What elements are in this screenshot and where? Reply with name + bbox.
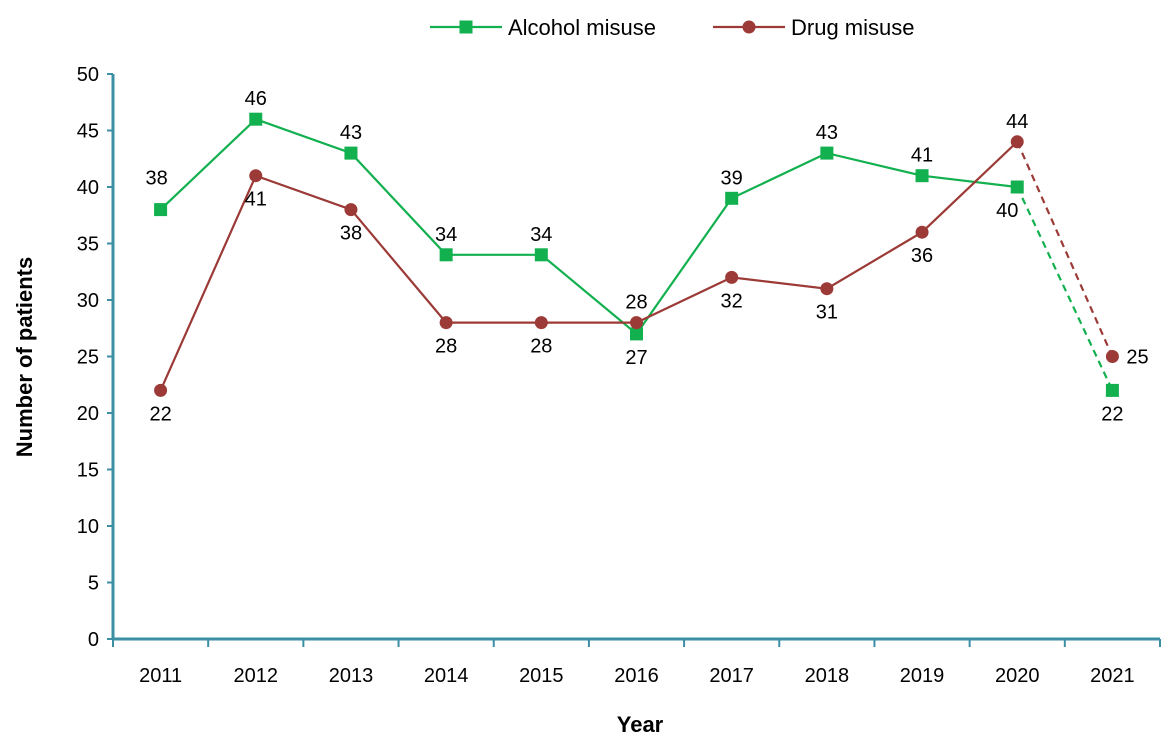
x-tick-label: 2017 <box>709 665 754 687</box>
x-tick-label: 2014 <box>424 665 469 687</box>
legend-label: Alcohol misuse <box>508 15 656 40</box>
legend-marker <box>742 20 756 34</box>
data-point <box>439 316 453 330</box>
data-point <box>249 169 263 183</box>
data-label: 40 <box>996 200 1018 222</box>
data-point <box>249 112 263 126</box>
data-label: 43 <box>816 122 838 144</box>
data-labels: 38 46 43 34 34 27 39 43 41 40 22 22 41 38 28 28 28 32 31 36… <box>145 88 1148 425</box>
data-point <box>1010 180 1024 194</box>
data-label: 46 <box>245 88 267 110</box>
x-tick-label: 2011 <box>139 665 182 687</box>
y-tick-label: 5 <box>88 573 99 595</box>
data-label: 31 <box>816 302 838 324</box>
series-layer <box>154 112 1119 397</box>
x-tick-label: 2021 <box>1090 665 1135 687</box>
x-tick-label: 2018 <box>805 665 850 687</box>
data-point <box>915 225 929 239</box>
data-point <box>154 203 168 217</box>
data-point <box>154 383 168 397</box>
series-line-projected <box>1016 186 1114 391</box>
legend-item: Drug misuse <box>713 15 914 40</box>
data-label: 41 <box>911 145 933 167</box>
data-label: 22 <box>1101 403 1123 425</box>
data-label: 36 <box>911 245 933 267</box>
data-point <box>439 248 453 262</box>
data-label: 34 <box>530 224 552 246</box>
axes: 0 5 10 15 20 25 30 35 40 45 50 2011 2012 2013 2014 2015… <box>77 64 1161 687</box>
legend-label: Drug misuse <box>791 15 914 40</box>
data-label: 39 <box>721 167 743 189</box>
y-tick-label: 45 <box>77 121 99 143</box>
data-point <box>534 316 548 330</box>
x-tick-label: 2013 <box>329 665 374 687</box>
data-point <box>534 248 548 262</box>
legend-item: Alcohol misuse <box>430 15 656 40</box>
x-tick-label: 2015 <box>519 665 564 687</box>
legend-marker <box>459 20 473 34</box>
data-label: 34 <box>435 224 457 246</box>
y-tick-label: 0 <box>88 629 99 651</box>
data-point <box>630 327 643 341</box>
legend: Alcohol misuse Drug misuse <box>430 15 914 40</box>
y-tick-label: 50 <box>77 64 99 86</box>
data-label: 38 <box>145 168 167 190</box>
x-tick-label: 2016 <box>614 665 659 687</box>
y-axis-title: Number of patients <box>12 257 37 457</box>
y-tick-label: 20 <box>77 403 99 425</box>
data-label: 44 <box>1006 111 1028 133</box>
series-line <box>159 117 1018 336</box>
data-point <box>820 146 834 160</box>
x-tick-label: 2020 <box>995 665 1040 687</box>
data-label: 22 <box>149 403 171 425</box>
data-point <box>725 270 739 284</box>
data-point <box>344 203 358 217</box>
data-label: 41 <box>245 189 267 211</box>
data-point <box>630 316 643 330</box>
x-tick-label: 2012 <box>234 665 279 687</box>
y-tick-label: 35 <box>77 234 99 256</box>
data-point <box>725 191 739 205</box>
x-tick-label: 2019 <box>900 665 945 687</box>
data-label: 32 <box>721 290 743 312</box>
data-label: 25 <box>1126 347 1148 369</box>
data-point <box>1105 350 1119 363</box>
data-label: 38 <box>340 223 362 245</box>
data-point <box>1010 135 1024 149</box>
series-line <box>159 141 1018 391</box>
data-point <box>344 146 358 160</box>
y-tick-label: 40 <box>77 177 99 199</box>
data-label: 43 <box>340 122 362 144</box>
data-point <box>820 282 834 296</box>
x-axis-title: Year <box>617 712 664 737</box>
data-label: 27 <box>625 347 647 369</box>
data-label: 28 <box>625 292 647 314</box>
data-point <box>915 169 929 183</box>
series-line-projected <box>1016 141 1114 357</box>
y-tick-label: 25 <box>77 347 99 369</box>
data-label: 28 <box>530 336 552 358</box>
data-point <box>1105 383 1119 397</box>
y-tick-label: 30 <box>77 290 99 312</box>
y-tick-label: 10 <box>77 516 99 538</box>
y-tick-label: 15 <box>77 460 99 482</box>
data-label: 28 <box>435 336 457 358</box>
